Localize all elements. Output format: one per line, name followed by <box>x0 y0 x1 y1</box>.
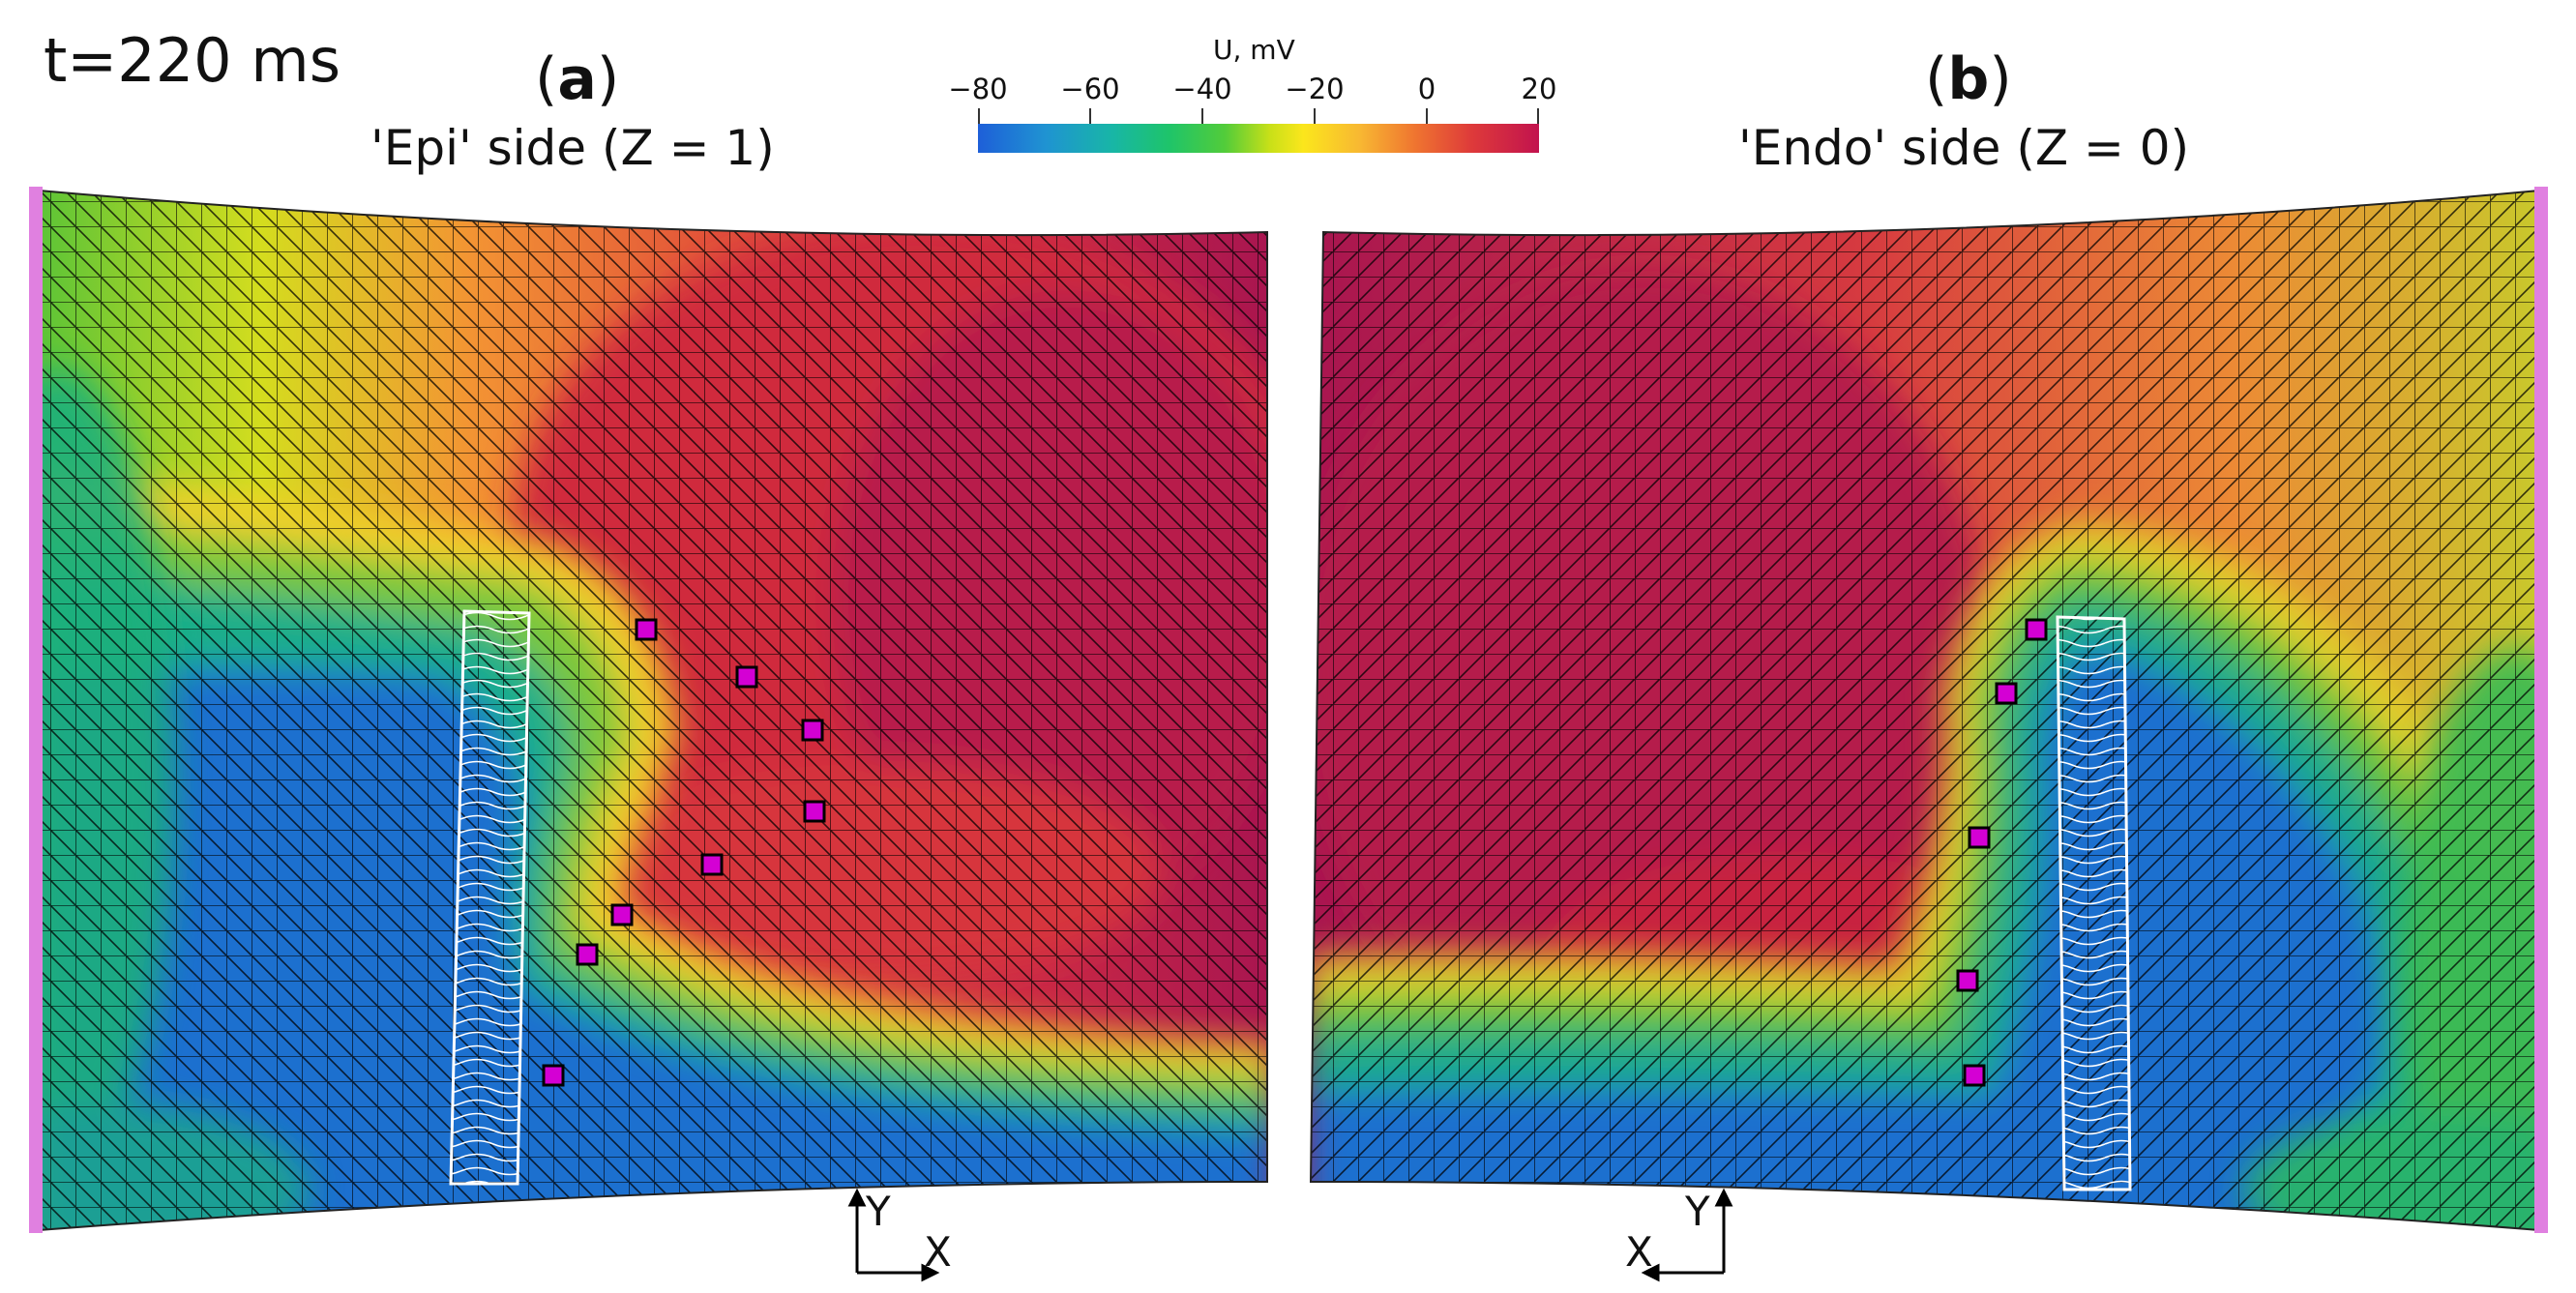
colorbar-title: U, mV <box>1213 34 1295 66</box>
panel-b-markers <box>1956 618 2048 1087</box>
panel-a-field <box>39 191 1267 1230</box>
colorbar-tick-label: −20 <box>1285 73 1345 105</box>
panel-a-fiber-strip <box>449 609 531 1186</box>
panel-b-subtitle: 'Endo' side (Z = 0) <box>1738 120 2190 176</box>
colorbar <box>978 124 1539 153</box>
colorbar-tick-label: 0 <box>1417 73 1436 105</box>
marker <box>610 903 634 926</box>
marker <box>1956 969 1979 992</box>
marker <box>801 719 824 742</box>
panel-a-letter: (a) <box>535 45 620 113</box>
panel-a-markers <box>542 618 826 1087</box>
panel-b-letter: (b) <box>1925 45 2012 113</box>
marker <box>1968 826 1991 849</box>
panel-a-subtitle: 'Epi' side (Z = 1) <box>370 120 775 176</box>
colorbar-tick-label: −40 <box>1172 73 1232 105</box>
marker <box>635 618 658 641</box>
colorbar-tick-label: 20 <box>1521 73 1557 105</box>
panel-b-field <box>1311 191 2539 1230</box>
colorbar-tick-mark <box>1089 108 1091 124</box>
colorbar-tick-label: −80 <box>948 73 1008 105</box>
marker <box>1963 1064 1986 1087</box>
colorbar-tick-mark <box>1314 108 1316 124</box>
colorbar-tick-mark <box>1201 108 1203 124</box>
axes-b-arrows <box>1641 1188 1733 1282</box>
marker <box>1995 682 2018 705</box>
axis-b-y-label: Y <box>1685 1188 1710 1235</box>
colorbar-tick-label: −60 <box>1060 73 1120 105</box>
marker <box>576 943 599 966</box>
marker <box>2025 618 2048 641</box>
time-label: t=220 ms <box>44 25 341 96</box>
axis-a-y-label: Y <box>866 1188 891 1235</box>
colorbar-tick-mark <box>1426 108 1428 124</box>
panel-b-fiber-strip <box>2056 615 2132 1191</box>
axes-a-arrows <box>847 1188 940 1282</box>
colorbar-tick-mark <box>978 108 980 124</box>
panel-a-outline <box>38 189 1268 1232</box>
axis-a-x-label: X <box>924 1228 952 1276</box>
marker <box>700 853 724 876</box>
marker <box>735 665 758 689</box>
panel-b-boundary-strip <box>2534 187 2548 1233</box>
axis-b-x-label: X <box>1625 1228 1653 1276</box>
marker <box>803 800 826 823</box>
marker <box>542 1064 565 1087</box>
colorbar-tick-mark <box>1537 108 1539 124</box>
panel-a-boundary-strip <box>29 187 43 1233</box>
